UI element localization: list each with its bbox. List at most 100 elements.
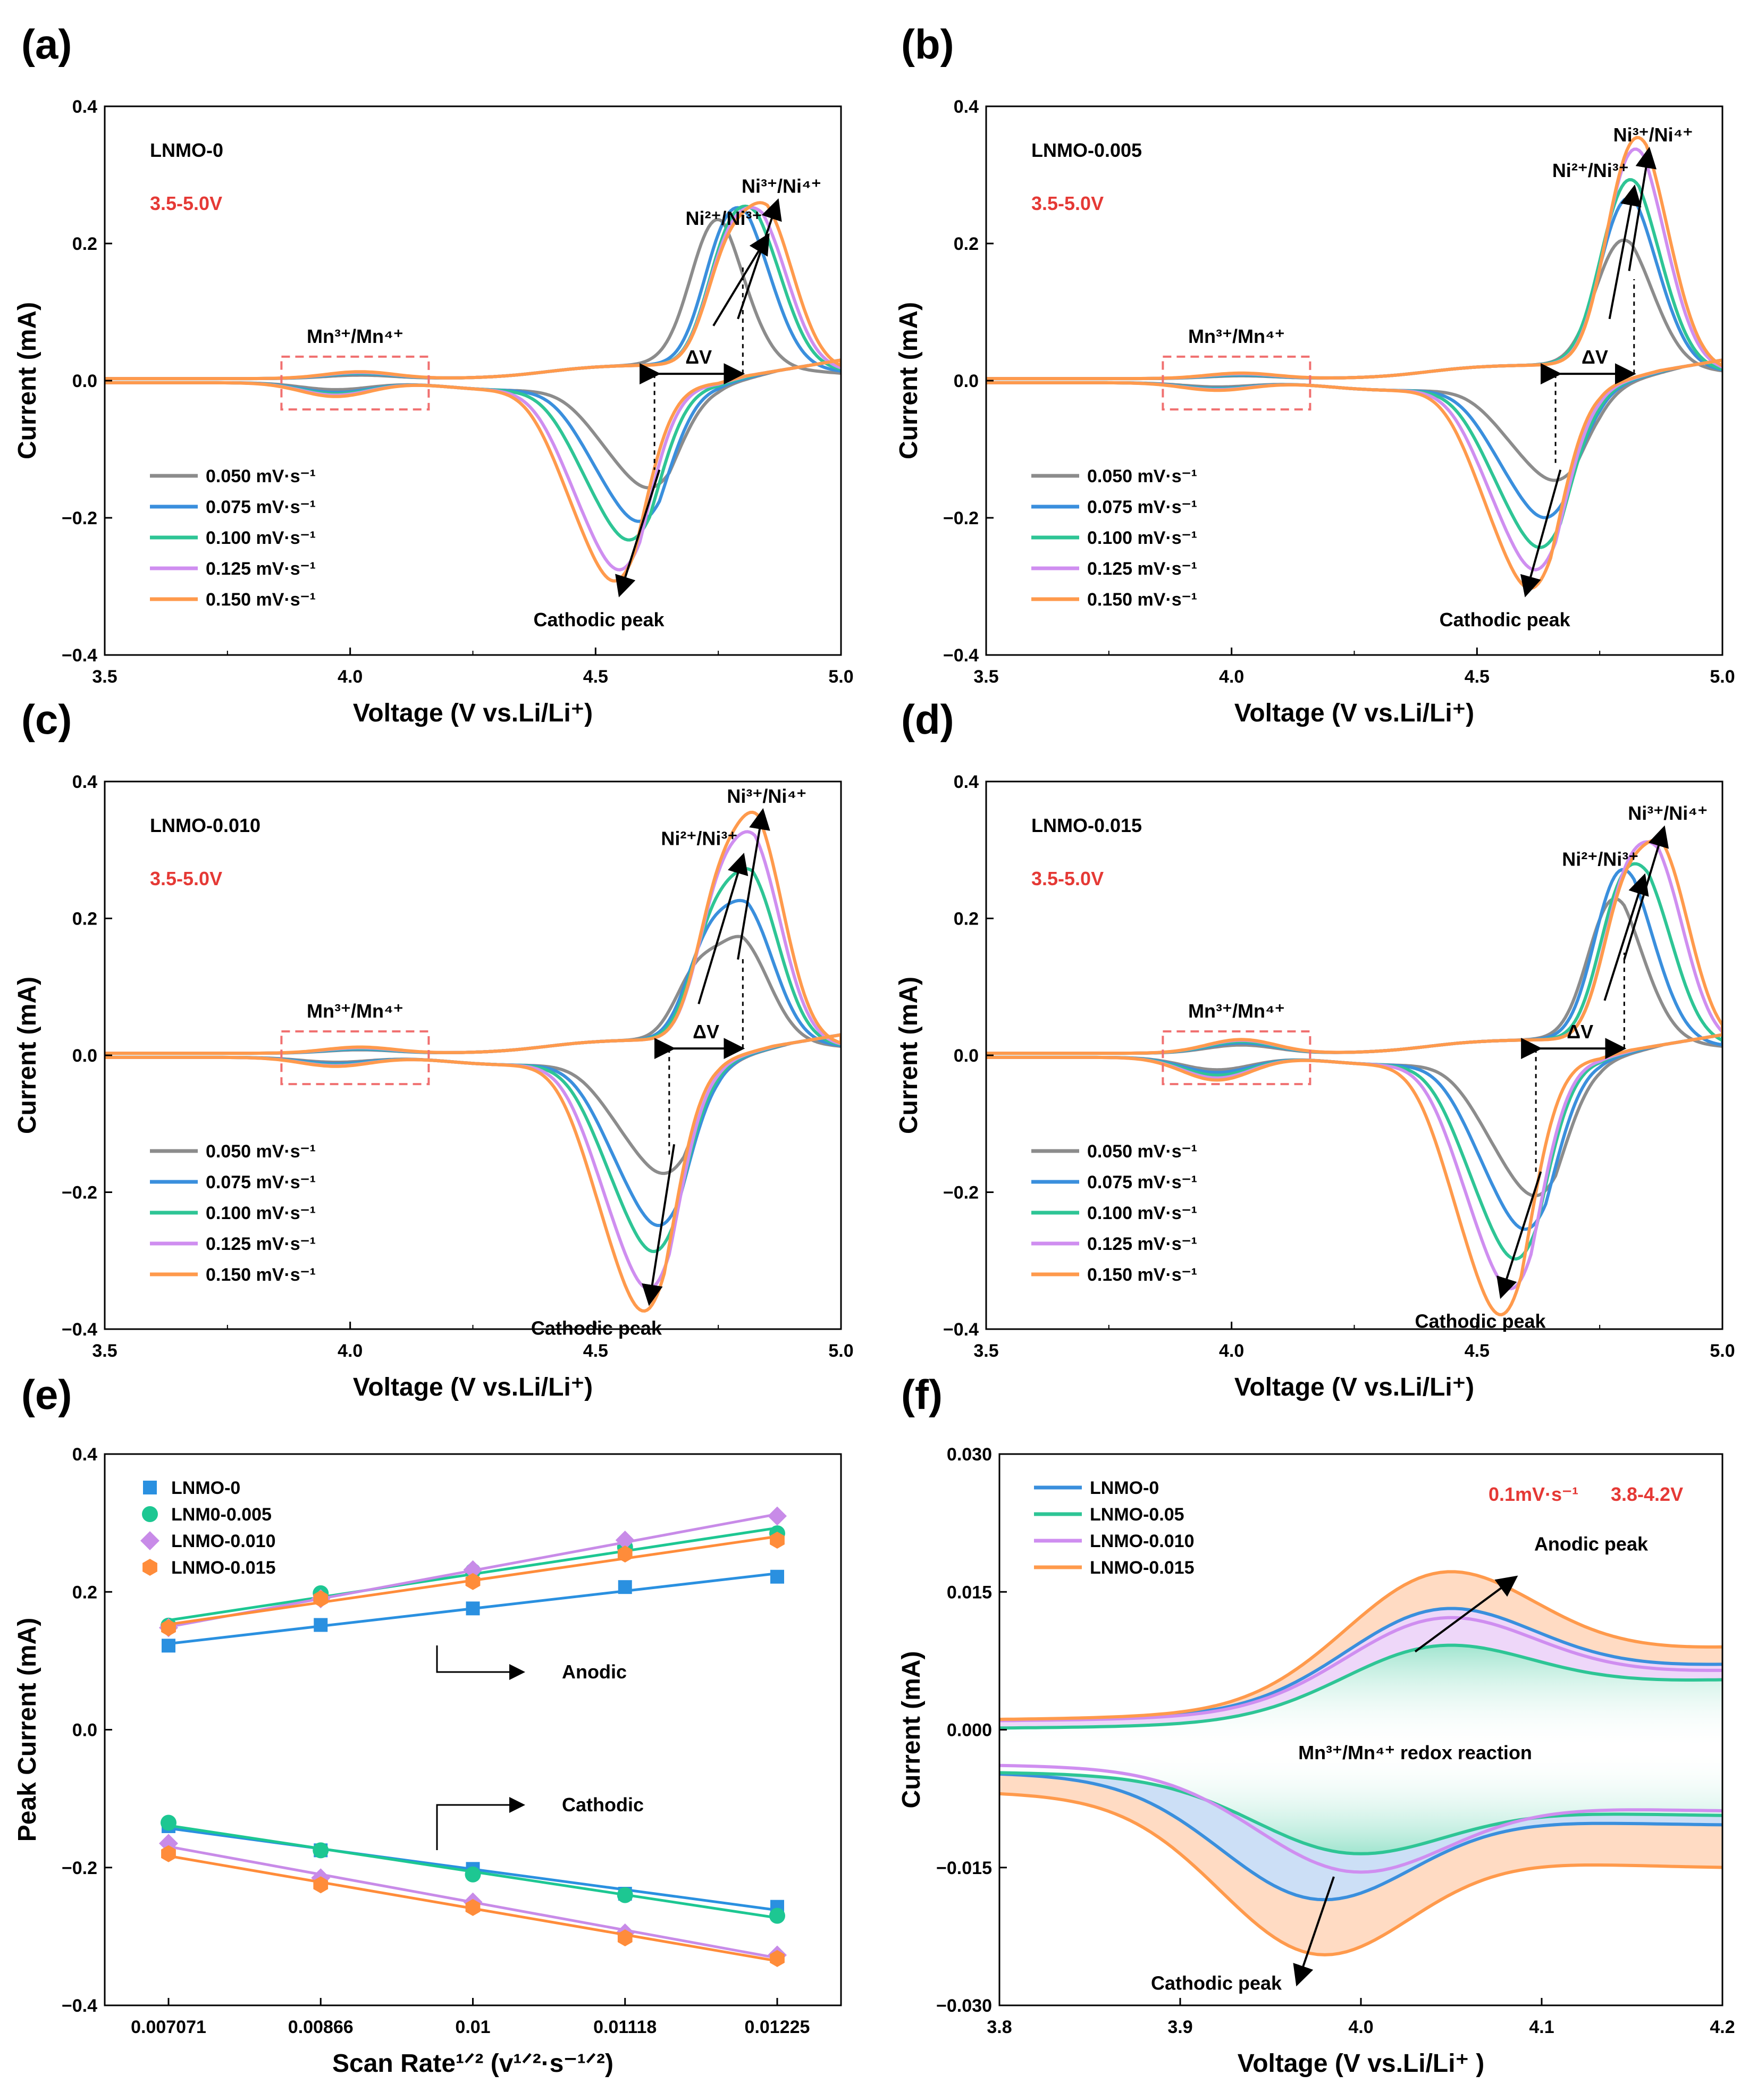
x-tick-label: 5.0 bbox=[1710, 667, 1735, 687]
sample-name: LNMO-0.005 bbox=[1031, 139, 1142, 161]
ni34-annotation: Ni³⁺/Ni⁴⁺ bbox=[1613, 124, 1693, 146]
cathodic-peak-label: Cathodic peak bbox=[1151, 1972, 1282, 1994]
legend-marker bbox=[142, 1559, 157, 1576]
data-point bbox=[769, 1908, 785, 1924]
anodic-arrow bbox=[436, 1645, 525, 1680]
f-series-4 bbox=[999, 1792, 1723, 1956]
voltage-range: 3.5-5.0V bbox=[150, 192, 222, 214]
y-tick-label: 0.0 bbox=[954, 1046, 979, 1066]
y-axis-label: Current (mA) bbox=[895, 977, 923, 1134]
y-tick-label: 0.0 bbox=[72, 1046, 97, 1066]
y-tick-label: −0.2 bbox=[62, 1183, 97, 1203]
y-tick-label: −0.4 bbox=[62, 1320, 97, 1340]
x-tick-label: 5.0 bbox=[1710, 1341, 1735, 1361]
legend-label: 0.100 mV·s⁻¹ bbox=[1087, 528, 1197, 548]
mn-highlight-box bbox=[280, 355, 430, 411]
y-tick-label: 0.015 bbox=[947, 1582, 992, 1602]
x-tick-label: 5.0 bbox=[828, 1341, 853, 1361]
data-point bbox=[615, 1531, 635, 1550]
data-point bbox=[768, 1506, 787, 1526]
ni34-annotation: Ni³⁺/Ni⁴⁺ bbox=[742, 175, 821, 197]
data-point bbox=[770, 1569, 784, 1584]
panel-f: (f) LNMO-0 LNMO-0.05 LNMO-0.010 LNMO-0.015 3.… bbox=[897, 1371, 1735, 2078]
x-tick-label: 0.01225 bbox=[745, 2017, 810, 2037]
legend-label: 0.150 mV·s⁻¹ bbox=[1087, 590, 1197, 610]
legend-label: LNMO-0.010 bbox=[171, 1531, 276, 1551]
mn-annotation: Mn³⁺/Mn⁴⁺ bbox=[1188, 325, 1285, 347]
ni23-annotation: Ni²⁺/Ni³⁺ bbox=[1562, 848, 1638, 870]
legend-label: 0.100 mV·s⁻¹ bbox=[206, 1203, 316, 1223]
legend-label: 0.150 mV·s⁻¹ bbox=[1087, 1265, 1197, 1285]
ni34-arrow bbox=[737, 198, 782, 320]
cv-series-5 bbox=[986, 838, 1722, 1316]
x-tick-label: 4.1 bbox=[1529, 2017, 1554, 2037]
data-point bbox=[463, 1560, 483, 1580]
y-tick-label: 0.030 bbox=[947, 1444, 992, 1465]
x-tick-label: 0.01118 bbox=[593, 2017, 657, 2037]
cathodic-annotation: Cathodic peak bbox=[1440, 609, 1571, 631]
x-tick-label: 4.0 bbox=[1219, 667, 1244, 687]
cv-curves bbox=[105, 201, 841, 583]
legend-label: 0.100 mV·s⁻¹ bbox=[206, 528, 316, 548]
dv-annotation: ΔV bbox=[685, 346, 712, 368]
x-tick-label: 4.5 bbox=[583, 667, 608, 687]
ni34-arrow bbox=[1623, 825, 1669, 960]
legend-label: LNMO-0 bbox=[171, 1478, 240, 1498]
legend-label: 0.075 mV·s⁻¹ bbox=[206, 497, 316, 517]
legend-label: 0.125 mV·s⁻¹ bbox=[206, 559, 316, 579]
cathodic-arrow bbox=[615, 469, 661, 598]
y-tick-label: 0.0 bbox=[72, 371, 97, 391]
data-point bbox=[466, 1601, 480, 1616]
legend-label: 0.150 mV·s⁻¹ bbox=[206, 1265, 316, 1285]
cathodic-arrow bbox=[1520, 469, 1562, 598]
data-point bbox=[618, 1580, 632, 1594]
x-tick-label: 4.0 bbox=[1348, 2017, 1373, 2037]
data-point bbox=[162, 1639, 175, 1653]
legend-label: 0.050 mV·s⁻¹ bbox=[206, 1141, 316, 1162]
x-axis-label: Voltage (V vs.Li/Li⁺) bbox=[353, 699, 593, 727]
y-tick-label: 0.4 bbox=[72, 1444, 97, 1465]
x-tick-label: 0.01 bbox=[455, 2017, 490, 2037]
mn-highlight-box bbox=[1162, 355, 1311, 411]
cv-series-3 bbox=[986, 178, 1722, 549]
legend-label: LNMO-0.015 bbox=[1090, 1558, 1195, 1578]
voltage-range: 3.5-5.0V bbox=[150, 868, 222, 889]
x-tick-label: 0.00866 bbox=[288, 2017, 354, 2037]
y-axis-label: Current (mA) bbox=[897, 1651, 926, 1809]
ni23-arrow bbox=[712, 233, 770, 326]
ni23-arrow bbox=[1603, 873, 1649, 1001]
panel-c: (c) 3.5 4.0 4.5 5.0 0.4 0.2 0.0 −0.2 −0.4 Voltage … bbox=[13, 696, 854, 1401]
data-point bbox=[617, 1545, 633, 1563]
legend-label: LNM0-0.005 bbox=[171, 1505, 272, 1525]
y-axis-label: Peak Current (mA) bbox=[13, 1618, 41, 1842]
dv-annotation: ΔV bbox=[693, 1021, 719, 1043]
y-axis-label: Current (mA) bbox=[895, 302, 923, 459]
data-point bbox=[314, 1618, 328, 1632]
data-point bbox=[465, 1573, 481, 1590]
panel-label: (d) bbox=[901, 696, 954, 743]
data-point bbox=[617, 1887, 633, 1903]
ni34-annotation: Ni³⁺/Ni⁴⁺ bbox=[1628, 802, 1708, 824]
ni23-arrow bbox=[697, 852, 749, 1005]
mn-highlight-box bbox=[1162, 1030, 1311, 1086]
anodic-peak-arrow bbox=[1414, 1575, 1518, 1653]
mn-highlight-box bbox=[280, 1030, 430, 1086]
mn-annotation: Mn³⁺/Mn⁴⁺ bbox=[1188, 1000, 1285, 1022]
legend-label: LNMO-0.05 bbox=[1090, 1505, 1184, 1525]
x-tick-label: 5.0 bbox=[828, 667, 853, 687]
data-point bbox=[770, 1950, 785, 1967]
ni34-arrow bbox=[737, 808, 770, 960]
f-series-2 bbox=[999, 1771, 1723, 1855]
y-tick-label: 0.4 bbox=[72, 772, 97, 792]
y-tick-label: −0.4 bbox=[62, 645, 97, 666]
ni23-arrow bbox=[1608, 184, 1642, 320]
x-axis-label: Voltage (V vs.Li/Li⁺) bbox=[353, 1373, 593, 1401]
f-series-2 bbox=[999, 1643, 1723, 1730]
f-series-3 bbox=[999, 1763, 1723, 1874]
legend-label: 0.075 mV·s⁻¹ bbox=[1087, 497, 1197, 517]
cv-series-1 bbox=[105, 935, 841, 1175]
cv-series-1 bbox=[105, 218, 841, 490]
y-tick-label: 0.000 bbox=[947, 1720, 992, 1741]
data-point bbox=[465, 1866, 481, 1883]
sample-name: LNMO-0 bbox=[150, 139, 223, 161]
